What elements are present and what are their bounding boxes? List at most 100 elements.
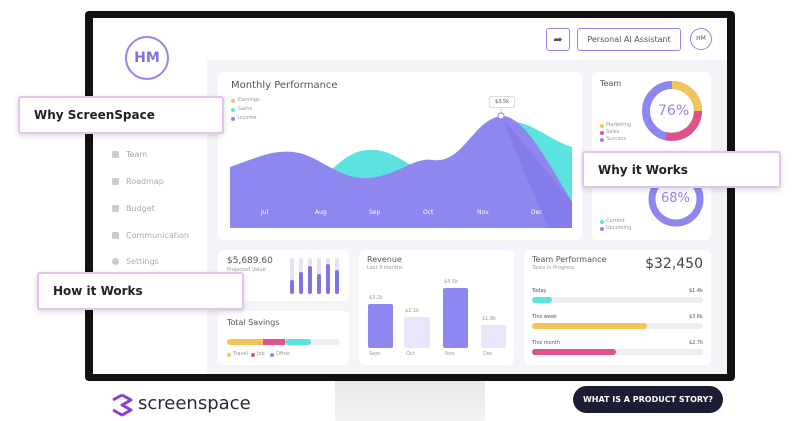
tooltip-point xyxy=(497,112,505,120)
row-label: This week xyxy=(532,314,557,320)
nav-item[interactable]: Communication xyxy=(126,231,190,240)
nav-icon xyxy=(112,151,119,158)
avatar: HM xyxy=(125,36,169,80)
bar-month: Oct xyxy=(406,351,415,357)
card-subtitle: Last 3 months xyxy=(367,265,403,271)
nav-item[interactable]: Roadmap xyxy=(126,177,164,186)
legend-label: Upcoming xyxy=(606,225,632,231)
nav-icon xyxy=(112,178,119,185)
legend-label: Sales xyxy=(606,129,620,135)
cta-button[interactable]: WHAT IS A PRODUCT STORY? xyxy=(573,386,723,413)
legend-dot xyxy=(600,220,604,224)
savings-segment xyxy=(227,339,265,345)
donut-arc xyxy=(665,110,702,141)
row-amount: $2.7k xyxy=(688,340,703,346)
share-button[interactable]: ➦ xyxy=(546,28,570,51)
legend-dot xyxy=(227,353,231,357)
nav-item[interactable]: Settings xyxy=(126,257,159,266)
legend-label: Success xyxy=(606,136,627,142)
legend-dot xyxy=(270,353,274,357)
month-label: Sep xyxy=(369,209,381,216)
bar-label: $2.1k xyxy=(405,308,420,314)
legend-dot xyxy=(600,138,604,142)
month-label: Nov xyxy=(477,209,489,216)
month-label: Oct xyxy=(423,209,434,216)
row-amount: $1.4k xyxy=(688,288,703,294)
monthly-performance-card: Monthly Performance Earnings Gains Incom… xyxy=(218,72,582,240)
legend-label: Travel xyxy=(233,351,248,357)
callout[interactable]: How it Works xyxy=(37,272,244,310)
team-performance-card: Team Performance Tasks in Progress $32,4… xyxy=(524,250,711,365)
bar-month: Sept xyxy=(369,351,381,357)
area-chart xyxy=(230,108,572,228)
donut-value: 68% xyxy=(661,191,690,206)
bar-label: $1.8k xyxy=(482,316,497,322)
row-amount: $3.6k xyxy=(688,314,703,320)
user-avatar[interactable]: HM xyxy=(690,28,712,50)
income-area xyxy=(230,115,572,228)
amount-label: Projected Value xyxy=(227,267,266,273)
revenue-bar xyxy=(481,325,506,348)
savings-segment xyxy=(263,339,285,345)
legend-dot xyxy=(231,108,235,112)
nav-icon xyxy=(112,258,119,265)
legend-dot xyxy=(231,117,235,121)
legend-label: Job xyxy=(257,351,265,357)
row-fill xyxy=(532,323,647,329)
legend-label: Earnings xyxy=(238,97,260,103)
month-label: Aug xyxy=(315,209,327,216)
bar-month: Nov xyxy=(445,351,455,357)
callout[interactable]: Why ScreenSpace xyxy=(18,96,224,134)
month-label: Jul xyxy=(261,209,269,216)
total: $32,450 xyxy=(645,256,703,272)
mini-bar xyxy=(317,258,321,294)
legend-label: Current xyxy=(606,218,625,224)
revenue-bar xyxy=(368,304,393,348)
legend-dot xyxy=(231,99,235,103)
legend-label: Gains xyxy=(238,106,253,112)
mini-bar xyxy=(299,258,303,294)
brand-logo xyxy=(112,393,133,417)
row-track xyxy=(532,349,703,355)
row-fill xyxy=(532,297,552,303)
card-subtitle: Tasks in Progress xyxy=(532,265,575,271)
legend-label: Marketing xyxy=(606,122,631,128)
row-label: Today xyxy=(532,288,547,294)
screen: HM Team Roadmap Budget Communication Set… xyxy=(93,18,727,374)
tooltip: $3.5k xyxy=(489,96,515,108)
donut-arc xyxy=(671,81,702,112)
bar-month: Dec xyxy=(483,351,493,357)
card-title: Revenue xyxy=(367,255,402,264)
card-title: Team xyxy=(600,79,622,88)
legend-dot xyxy=(251,353,255,357)
mini-bar xyxy=(290,258,294,294)
card-title: Team Performance xyxy=(532,255,607,264)
monitor-stand xyxy=(335,378,485,421)
revenue-card: Revenue Last 3 months $3.2k Sept $2.1k O… xyxy=(359,250,514,365)
savings-segment xyxy=(285,339,311,345)
legend-dot xyxy=(600,227,604,231)
card-title: Monthly Performance xyxy=(231,80,338,91)
card-title: Total Savings xyxy=(227,318,280,327)
brand-name: screenspace xyxy=(138,393,251,414)
mini-bar xyxy=(335,258,339,294)
donut-value: 76% xyxy=(658,103,690,119)
legend-label: Income xyxy=(238,115,257,121)
nav-icon xyxy=(112,232,119,239)
row-label: This month xyxy=(532,340,561,346)
nav-item[interactable]: Team xyxy=(126,150,148,159)
donuts xyxy=(642,81,704,227)
legend-dot xyxy=(600,124,604,128)
revenue-bar xyxy=(443,288,468,348)
amount: $5,689.60 xyxy=(227,256,273,266)
total-savings-card: Total Savings Travel Job Other xyxy=(218,311,349,365)
nav-icon xyxy=(112,205,119,212)
callout[interactable]: Why it Works xyxy=(582,151,781,188)
row-fill xyxy=(532,349,616,355)
nav-item[interactable]: Budget xyxy=(126,204,155,213)
highlight-area xyxy=(501,116,572,228)
mini-bar xyxy=(308,258,312,294)
row-track xyxy=(532,297,703,303)
assistant-button[interactable]: Personal AI Assistant xyxy=(577,28,681,51)
